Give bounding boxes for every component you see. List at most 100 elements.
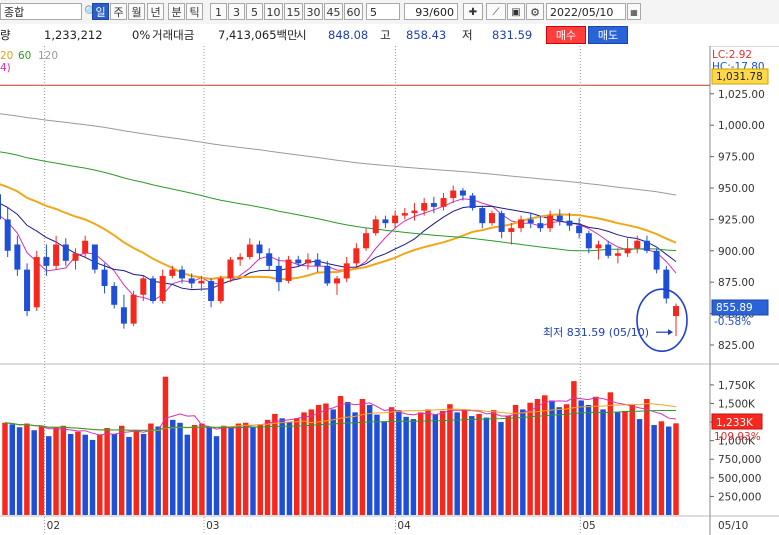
candle-body — [450, 190, 457, 199]
candle-body — [537, 223, 544, 229]
sell-button[interactable]: 매도 — [588, 26, 628, 44]
volume-bar — [315, 404, 322, 515]
volume-bar — [651, 425, 657, 515]
volume-bar — [345, 401, 351, 515]
volume-bar — [242, 422, 249, 515]
volume-bar — [403, 416, 409, 515]
period-day-button[interactable]: 일 — [92, 3, 109, 20]
volume-bar — [272, 413, 278, 515]
candle-body — [159, 275, 166, 302]
date-input[interactable]: 2022/05/10 — [546, 3, 626, 20]
interval-input[interactable]: 5 — [366, 3, 400, 20]
volume-bar — [534, 399, 541, 515]
minute-10-button[interactable]: 10 — [264, 3, 283, 20]
candle-body — [198, 280, 205, 284]
legend-ma60: 60 — [18, 50, 31, 62]
volume-bar — [571, 381, 577, 515]
volume-bar — [425, 409, 431, 515]
volume-bar — [490, 410, 497, 515]
volume-bar — [16, 427, 23, 515]
candle-body — [353, 248, 360, 264]
last-change-pct: -0.58% — [714, 316, 751, 328]
time-tick-label: 04 — [397, 520, 411, 532]
period-year-button[interactable]: 년 — [147, 3, 164, 20]
volume-bar — [388, 407, 395, 515]
candle-body — [4, 219, 11, 251]
candle-body — [275, 265, 282, 283]
volume-bar — [235, 423, 242, 515]
volume-bar — [60, 425, 67, 515]
minute-45-button[interactable]: 45 — [324, 3, 343, 20]
candle-body — [440, 198, 447, 207]
volume-bar — [658, 421, 665, 515]
calendar-icon[interactable]: ▦ — [627, 3, 641, 20]
crosshair-icon[interactable]: ✚ — [463, 3, 483, 20]
last-volume: 1,233,212 — [44, 28, 103, 42]
candle-body — [324, 265, 331, 284]
candle-body — [624, 248, 631, 254]
period-minute-button[interactable]: 분 — [168, 3, 185, 20]
gear-icon[interactable]: ⚙ — [526, 3, 544, 20]
volume-ma60-line — [4, 410, 676, 431]
volume-bar — [476, 413, 482, 515]
last-volume-label: 1,233K — [716, 417, 754, 429]
range-input[interactable]: 93/600 — [404, 3, 458, 20]
candle-body — [295, 259, 302, 264]
minute-1-button[interactable]: 1 — [210, 3, 227, 20]
candle-body — [595, 244, 602, 249]
volume-bar — [133, 430, 140, 515]
volume-bar — [330, 409, 336, 515]
volume-bar — [199, 423, 205, 515]
volume-bar — [104, 428, 110, 515]
volume-bar — [257, 424, 264, 515]
volume-bar — [673, 423, 679, 515]
candle-body — [566, 220, 573, 226]
ma20-line — [0, 183, 677, 281]
volume-bar — [417, 412, 424, 515]
volume-bar — [140, 433, 147, 515]
minute-3-button[interactable]: 3 — [228, 3, 245, 20]
minute-15-button[interactable]: 15 — [284, 3, 303, 20]
time-tick-label: 05/10 — [718, 520, 748, 532]
last-price-label: 855.89 — [716, 302, 753, 314]
minute-30-button[interactable]: 30 — [304, 3, 323, 20]
candle-body — [401, 213, 408, 216]
period-tick-button[interactable]: 틱 — [186, 3, 203, 20]
candle-body — [518, 219, 525, 229]
volume-bar — [520, 409, 526, 515]
volume-bar — [366, 404, 373, 515]
volume-ratio-pct: 109.93% — [714, 431, 761, 443]
volume-bar — [410, 419, 417, 515]
volume-bar — [67, 433, 74, 515]
lc-label: LC:2.92 — [712, 49, 752, 61]
draw-line-icon[interactable]: ⟋ — [486, 3, 506, 20]
candle-body — [179, 269, 186, 279]
volume-bar — [454, 412, 460, 515]
period-week-button[interactable]: 주 — [110, 3, 127, 20]
toolbar: 종합(KOSDAQ) 🔍 일 주 월 년 분 틱 1 3 5 10 15 30 … — [0, 0, 779, 36]
candle-body — [91, 244, 98, 270]
volume-bar — [447, 404, 453, 515]
minute-60-button[interactable]: 60 — [344, 3, 363, 20]
high-label: 고 — [380, 28, 391, 42]
volume-bar — [24, 423, 30, 515]
volume-bar — [9, 424, 16, 515]
volume-bar — [622, 410, 628, 515]
volume-bar — [505, 416, 511, 515]
minute-5-button[interactable]: 5 — [246, 3, 263, 20]
volume-bar — [2, 422, 8, 515]
low-value: 831.59 — [492, 28, 533, 42]
save-icon[interactable]: ▣ — [507, 3, 525, 20]
buy-button[interactable]: 매수 — [546, 26, 586, 44]
candle-body — [0, 194, 2, 220]
volume-tick-label: 500,000 — [718, 473, 761, 485]
last-volume-box — [711, 413, 763, 430]
period-month-button[interactable]: 월 — [128, 3, 145, 20]
reference-price-box — [711, 68, 769, 85]
candle-body — [246, 244, 253, 258]
volume-bar — [396, 410, 402, 515]
candle-body — [130, 294, 137, 324]
volume-bar — [279, 418, 285, 515]
candle-body — [33, 257, 40, 308]
